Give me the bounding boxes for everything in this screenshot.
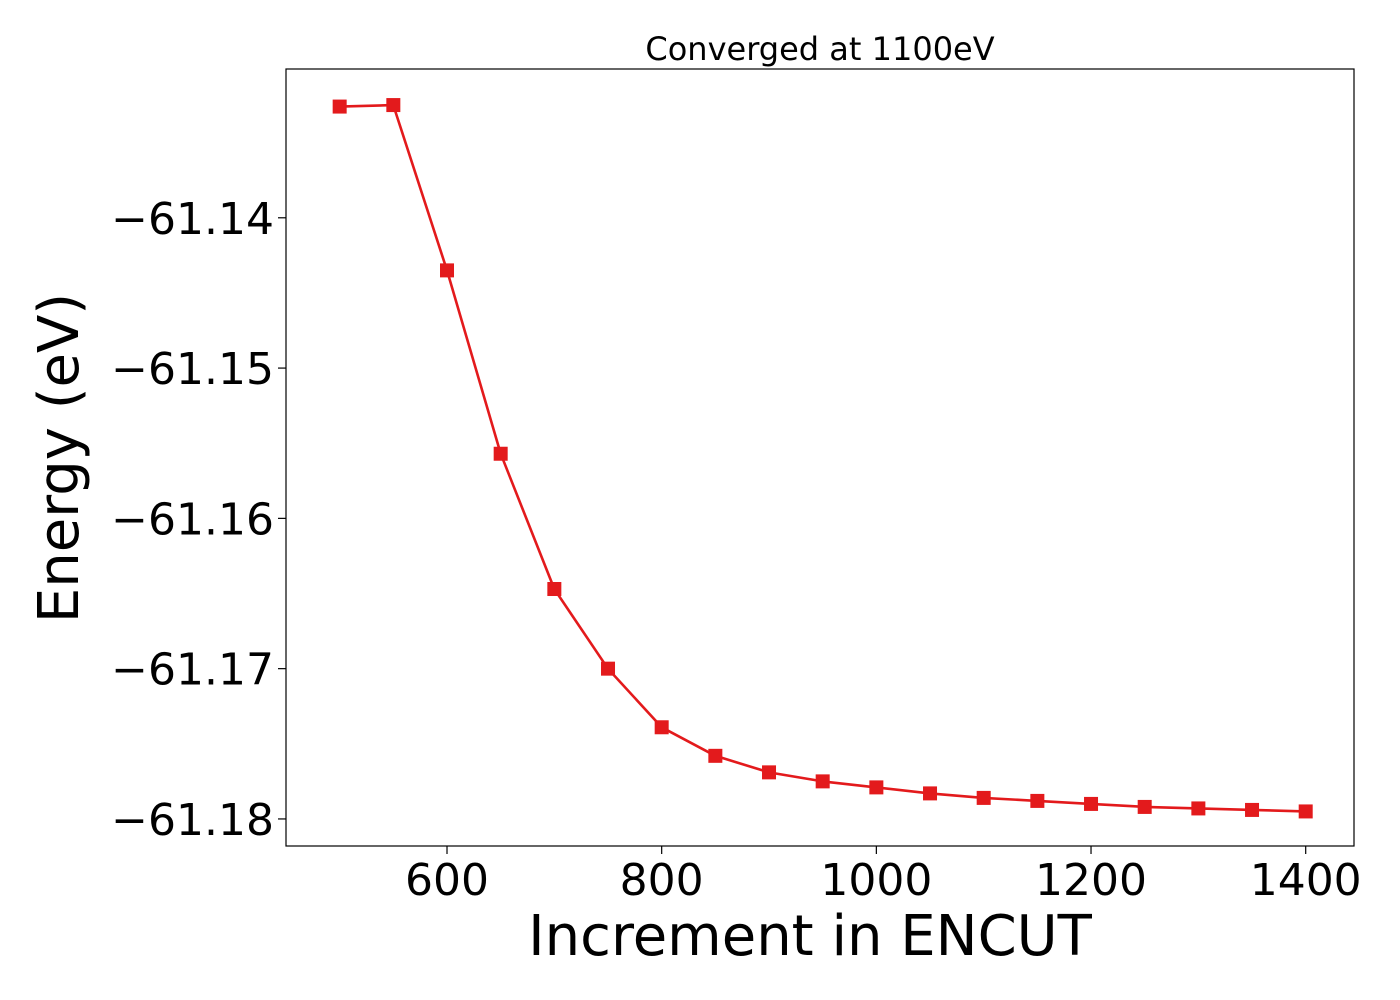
x-tick-label: 600 xyxy=(405,855,489,906)
x-tick-label: 1200 xyxy=(1035,855,1147,906)
x-axis-ticks: 600 800 1000 1200 1400 xyxy=(405,846,1362,906)
x-tick-label: 800 xyxy=(620,855,704,906)
data-point-marker xyxy=(1084,796,1099,811)
data-point-marker xyxy=(1245,802,1260,817)
data-point-marker xyxy=(332,99,347,114)
data-point-marker xyxy=(601,661,616,676)
data-point-marker xyxy=(493,446,508,461)
y-axis-ticks: −61.14 −61.15 −61.16 −61.17 −61.18 xyxy=(111,194,286,846)
series-line xyxy=(339,103,1306,813)
chart-title: Converged at 1100eV xyxy=(645,30,994,68)
data-point-marker xyxy=(654,720,669,735)
data-point-marker xyxy=(386,98,401,113)
data-point-marker xyxy=(1030,793,1045,808)
data-point-marker xyxy=(708,748,723,763)
plot-frame xyxy=(285,68,1355,847)
data-point-marker xyxy=(1298,804,1313,819)
y-tick-label: −61.15 xyxy=(111,344,274,395)
y-tick-label: −61.14 xyxy=(111,194,274,245)
data-point-marker xyxy=(869,780,884,795)
y-axis-title: Energy (eV) xyxy=(27,293,92,623)
data-point-marker xyxy=(1191,801,1206,816)
x-tick-label: 1000 xyxy=(820,855,932,906)
y-tick-label: −61.18 xyxy=(111,795,274,846)
data-point-marker xyxy=(976,790,991,805)
y-tick-label: −61.17 xyxy=(111,645,274,696)
data-point-marker xyxy=(923,786,938,801)
x-axis-title: Increment in ENCUT xyxy=(528,904,1093,969)
data-point-marker xyxy=(440,263,455,278)
series-layer xyxy=(332,98,1313,819)
data-point-marker xyxy=(547,582,562,597)
y-tick-label: −61.16 xyxy=(111,494,274,545)
data-point-marker xyxy=(762,765,777,780)
data-point-marker xyxy=(1137,799,1152,814)
x-tick-label: 1400 xyxy=(1250,855,1362,906)
data-point-marker xyxy=(815,774,830,789)
